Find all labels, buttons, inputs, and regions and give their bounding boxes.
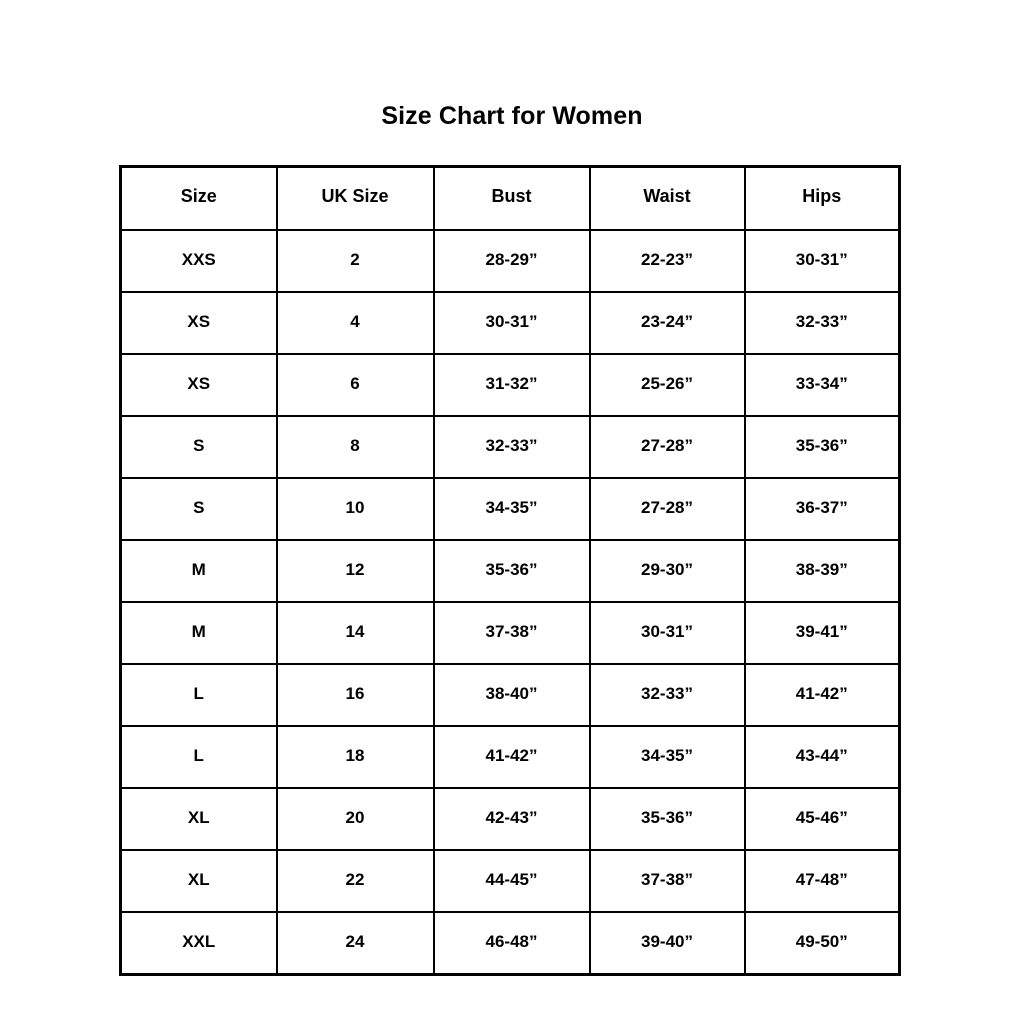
table-cell: XS: [119, 353, 278, 417]
table-cell: 34-35”: [588, 725, 746, 789]
table-body: XXS 2 28-29” 22-23” 30-31” XS 4 30-31” 23-24” 32-…: [119, 229, 901, 976]
table-row: XL 22 44-45” 37-38” 47-48”: [119, 849, 901, 913]
table-cell: 37-38”: [432, 601, 591, 665]
table-cell: 12: [275, 539, 435, 603]
table-cell: 24: [275, 911, 435, 976]
table-cell: 6: [275, 353, 435, 417]
table-cell: 27-28”: [588, 477, 746, 541]
table-cell: XL: [119, 849, 278, 913]
table-cell: S: [119, 415, 278, 479]
table-cell: 35-36”: [588, 787, 746, 851]
table-cell: 4: [275, 291, 435, 355]
table-cell: 30-31”: [743, 229, 901, 293]
table-cell: 45-46”: [743, 787, 901, 851]
table-cell: 25-26”: [588, 353, 746, 417]
table-row: XL 20 42-43” 35-36” 45-46”: [119, 787, 901, 851]
size-chart-table: Size UK Size Bust Waist Hips XXS 2 28-29” 2…: [119, 165, 901, 976]
table-cell: 31-32”: [432, 353, 591, 417]
column-header-size: Size: [119, 165, 278, 231]
table-cell: 49-50”: [743, 911, 901, 976]
table-row: XXL 24 46-48” 39-40” 49-50”: [119, 911, 901, 976]
table-cell: 2: [275, 229, 435, 293]
table-cell: M: [119, 601, 278, 665]
table-cell: 39-41”: [743, 601, 901, 665]
table-cell: 16: [275, 663, 435, 727]
table-cell: 47-48”: [743, 849, 901, 913]
table-row: S 10 34-35” 27-28” 36-37”: [119, 477, 901, 541]
table-cell: XS: [119, 291, 278, 355]
column-header-hips: Hips: [743, 165, 901, 231]
table-cell: 8: [275, 415, 435, 479]
table-cell: 34-35”: [432, 477, 591, 541]
table-cell: 38-40”: [432, 663, 591, 727]
table-cell: 14: [275, 601, 435, 665]
table-row: M 12 35-36” 29-30” 38-39”: [119, 539, 901, 603]
column-header-waist: Waist: [588, 165, 746, 231]
page-title: Size Chart for Women: [381, 102, 643, 130]
table-cell: 36-37”: [743, 477, 901, 541]
table-cell: 37-38”: [588, 849, 746, 913]
table-row: S 8 32-33” 27-28” 35-36”: [119, 415, 901, 479]
table-cell: 43-44”: [743, 725, 901, 789]
table-cell: 41-42”: [743, 663, 901, 727]
table-row: XS 6 31-32” 25-26” 33-34”: [119, 353, 901, 417]
table-cell: XXS: [119, 229, 278, 293]
column-header-uk-size: UK Size: [275, 165, 435, 231]
table-cell: 38-39”: [743, 539, 901, 603]
table-cell: 46-48”: [432, 911, 591, 976]
table-cell: 30-31”: [588, 601, 746, 665]
table-cell: 32-33”: [432, 415, 591, 479]
table-cell: 27-28”: [588, 415, 746, 479]
table-row: XS 4 30-31” 23-24” 32-33”: [119, 291, 901, 355]
table-cell: L: [119, 725, 278, 789]
table-header-row: Size UK Size Bust Waist Hips: [119, 165, 901, 231]
table-cell: L: [119, 663, 278, 727]
table-cell: 44-45”: [432, 849, 591, 913]
table-cell: 32-33”: [743, 291, 901, 355]
table-cell: XL: [119, 787, 278, 851]
table-cell: 30-31”: [432, 291, 591, 355]
table-cell: 23-24”: [588, 291, 746, 355]
table-cell: XXL: [119, 911, 278, 976]
column-header-bust: Bust: [432, 165, 591, 231]
table-row: M 14 37-38” 30-31” 39-41”: [119, 601, 901, 665]
table-row: L 16 38-40” 32-33” 41-42”: [119, 663, 901, 727]
table-header: Size UK Size Bust Waist Hips: [119, 165, 901, 231]
table-cell: 29-30”: [588, 539, 746, 603]
table-cell: 39-40”: [588, 911, 746, 976]
table-cell: 33-34”: [743, 353, 901, 417]
table-cell: 35-36”: [743, 415, 901, 479]
table-cell: S: [119, 477, 278, 541]
table-cell: 41-42”: [432, 725, 591, 789]
table-cell: M: [119, 539, 278, 603]
table-cell: 42-43”: [432, 787, 591, 851]
table-cell: 32-33”: [588, 663, 746, 727]
table-cell: 35-36”: [432, 539, 591, 603]
table-cell: 20: [275, 787, 435, 851]
table-row: XXS 2 28-29” 22-23” 30-31”: [119, 229, 901, 293]
table-cell: 28-29”: [432, 229, 591, 293]
table-cell: 22-23”: [588, 229, 746, 293]
table-cell: 10: [275, 477, 435, 541]
table-cell: 18: [275, 725, 435, 789]
table-row: L 18 41-42” 34-35” 43-44”: [119, 725, 901, 789]
table-cell: 22: [275, 849, 435, 913]
